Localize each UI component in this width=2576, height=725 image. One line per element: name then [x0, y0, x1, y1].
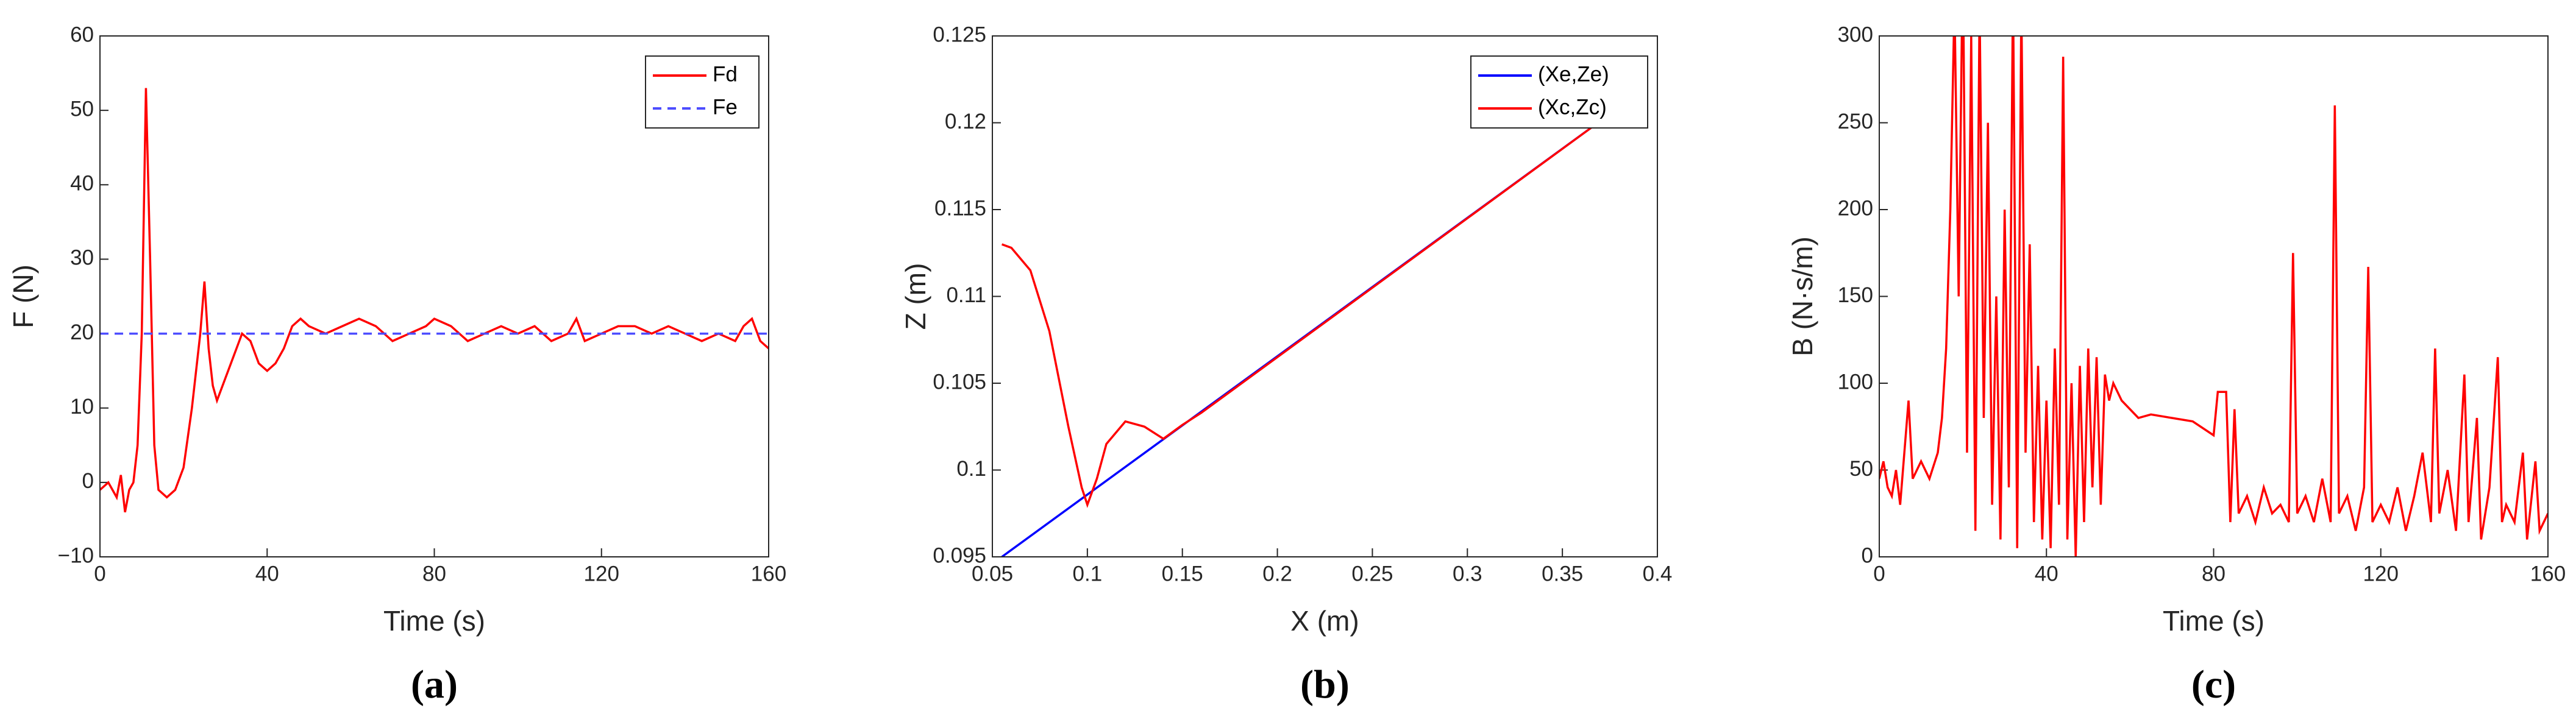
x-tick-label: 40: [2035, 562, 2058, 585]
y-tick-label: 200: [1838, 196, 1873, 220]
y-tick-label: 250: [1838, 110, 1873, 133]
legend-label: Fd: [713, 62, 738, 86]
series-line: [100, 88, 769, 513]
caption: (a): [411, 662, 458, 707]
series-line: [1001, 113, 1611, 508]
y-tick-label: 0.11: [946, 283, 986, 307]
x-tick-label: 0.25: [1351, 562, 1393, 585]
legend-label: (Xc,Zc): [1538, 95, 1607, 119]
x-tick-label: 160: [751, 562, 786, 585]
x-tick-label: 0: [1873, 562, 1885, 585]
y-tick-label: 40: [70, 172, 94, 196]
y-tick-label: 0.115: [934, 196, 986, 220]
y-tick-label: 20: [70, 320, 94, 344]
x-axis-label: Time (s): [2163, 605, 2265, 637]
axes-box: [992, 35, 1658, 557]
y-tick-label: 10: [70, 395, 94, 419]
x-tick-label: 0.2: [1262, 562, 1292, 585]
y-tick-label: 50: [70, 97, 94, 121]
x-tick-label: 80: [422, 562, 446, 585]
y-tick-label: 300: [1838, 23, 1873, 46]
x-tick-label: 80: [2202, 562, 2226, 585]
x-tick-label: 0.4: [1643, 562, 1673, 585]
x-tick-label: 0.15: [1162, 562, 1203, 585]
x-tick-label: 120: [2363, 562, 2399, 585]
y-tick-label: 0.095: [933, 543, 986, 567]
legend-label: Fe: [713, 95, 738, 119]
caption: (b): [1300, 662, 1350, 707]
axes-box: [1879, 35, 2549, 557]
y-axis-label: F (N): [7, 264, 39, 328]
legend-box: [1470, 55, 1648, 129]
x-tick-label: 0.1: [1073, 562, 1103, 585]
y-tick-label: 60: [70, 23, 94, 46]
y-tick-label: 0.12: [945, 110, 986, 133]
x-tick-label: 0.35: [1542, 562, 1583, 585]
series-line: [1879, 36, 2548, 557]
y-axis-label: B (N·s/m): [1787, 236, 1818, 356]
y-tick-label: 100: [1838, 370, 1873, 394]
y-tick-label: 0.105: [933, 370, 986, 394]
y-tick-label: 0.125: [933, 23, 986, 46]
panel: 0.05 0.1 0.15 0.2 0.25 0.3 0.35 0.4 0.095 0.1 0.10…: [900, 23, 1672, 707]
axes-box: [99, 35, 769, 557]
y-tick-label: 0: [1862, 543, 1873, 567]
x-axis-label: X (m): [1290, 605, 1359, 637]
y-axis-label: Z (m): [900, 263, 931, 330]
legend-box: [645, 55, 760, 129]
y-tick-label: 30: [70, 246, 94, 270]
x-tick-label: 120: [584, 562, 619, 585]
caption: (c): [2191, 662, 2236, 707]
x-tick-label: 40: [255, 562, 279, 585]
y-tick-label: 150: [1838, 283, 1873, 307]
x-tick-label: 0.3: [1453, 562, 1482, 585]
y-tick-label: 0: [82, 469, 94, 493]
y-tick-label: 0.1: [956, 457, 986, 481]
legend-label: (Xe,Ze): [1538, 62, 1609, 86]
x-tick-label: 0: [94, 562, 105, 585]
y-tick-label: 50: [1849, 457, 1873, 481]
x-axis-label: Time (s): [383, 605, 485, 637]
x-tick-label: 0.05: [972, 562, 1013, 585]
y-tick-label: −10: [58, 543, 94, 567]
x-tick-label: 160: [2530, 562, 2566, 585]
panel: 0 40 80 120 160 0 50 100 150 200 250 300 Time (s) B (…: [1787, 23, 2566, 707]
